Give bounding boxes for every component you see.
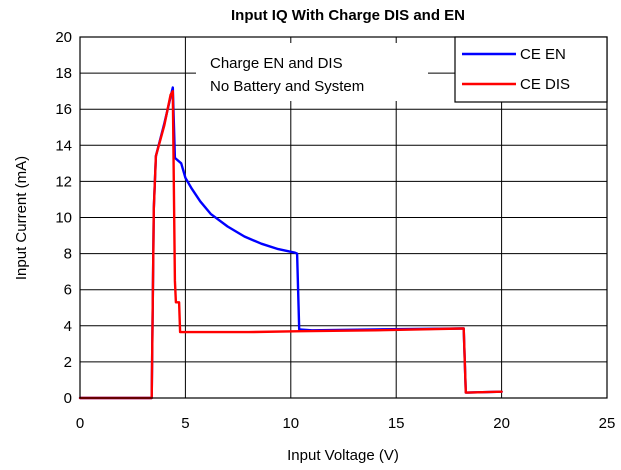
y-tick-label: 14 [55,137,72,154]
legend: CE EN CE DIS [454,36,608,103]
annotation-line: No Battery and System [210,78,364,95]
y-tick-label: 18 [55,65,72,82]
x-tick-label: 15 [388,415,405,432]
y-tick-label: 20 [55,29,72,46]
y-tick-label: 0 [64,390,72,407]
x-tick-label: 5 [181,415,189,432]
y-tick-label: 10 [55,210,72,227]
series-line [78,89,503,400]
legend-label: CE EN [520,46,566,63]
x-tick-label: 0 [76,415,84,432]
plot-area-border [79,36,608,399]
y-tick-label: 2 [64,354,72,371]
series-layer [78,86,503,400]
annotation-background [196,43,428,101]
y-tick-label: 8 [64,246,72,263]
y-tick-label: 4 [64,318,72,335]
annotation-box: Charge EN and DIS No Battery and System [196,43,428,101]
x-tick-label: 20 [493,415,510,432]
x-tick-label: 10 [282,415,299,432]
y-tick-label: 12 [55,173,72,190]
legend-box [454,36,608,103]
legend-label: CE DIS [520,76,570,93]
x-tick-label: 25 [599,415,616,432]
y-axis-title: Input Current (mA) [13,156,30,280]
chart-title: Input IQ With Charge DIS and EN [231,7,465,24]
tick-labels: 0 5 10 15 20 25 0 2 4 6 8 10 12 14 16 18 20 [55,29,615,432]
y-tick-label: 6 [64,282,72,299]
y-tick-label: 16 [55,101,72,118]
x-axis-title: Input Voltage (V) [287,447,399,464]
annotation-line: Charge EN and DIS [210,55,343,72]
